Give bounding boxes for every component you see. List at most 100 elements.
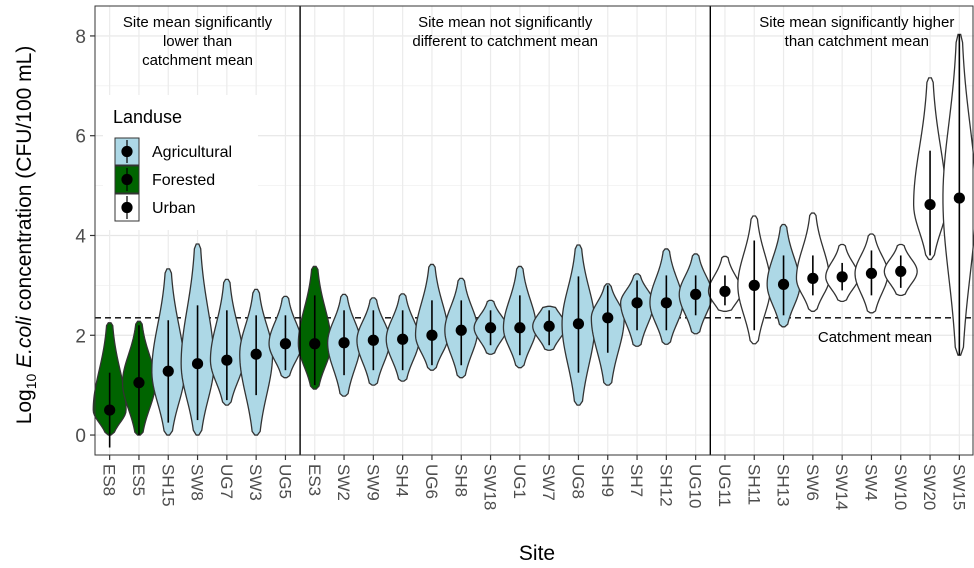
reference-line-layer: Catchment mean [95,317,974,346]
violin-es5 [121,320,156,436]
mean-point [807,272,819,284]
y-tick-label: 6 [75,127,86,148]
violin-sh11 [737,215,772,345]
violin-sh4 [385,293,420,382]
mean-point [162,365,174,377]
x-tick-label: UG1 [510,464,529,499]
violin-sw14 [825,243,860,302]
mean-point [455,324,467,336]
legend-key-point [121,173,133,186]
mean-point [221,354,233,366]
catchment-mean-label: Catchment mean [818,329,932,346]
mean-point [104,404,116,416]
legend-title: Landuse [113,107,182,127]
x-tick-label: UG5 [275,464,294,499]
violin-sh12 [649,248,684,345]
x-tick-label: SW18 [481,464,500,510]
legend-key-point [121,145,133,158]
y-tick-label: 0 [75,426,86,447]
violin-ug7 [209,278,244,406]
violin-ug5 [268,295,303,379]
y-axis-title-part: E.coli [13,315,36,368]
violin-sw9 [356,297,391,386]
mean-point [660,297,672,309]
mean-point [836,271,848,283]
x-tick-label: SH9 [598,464,617,497]
mean-point [572,318,585,330]
violin-sh15 [151,268,186,436]
y-axis-title-part: concentration (CFU/100 mL) [13,46,36,317]
mean-point [748,279,760,291]
violin-sh8 [444,277,479,379]
mean-point [279,338,292,350]
x-tick-label: SH4 [393,464,412,497]
violin-sw20 [912,77,948,261]
x-tick-label: SW15 [949,464,968,510]
mean-point [777,278,790,290]
x-tick-label: UG11 [715,464,734,507]
mean-point [953,192,965,204]
y-tick-label: 4 [75,226,86,247]
group-title: Site mean significantly lower than catchme… [123,14,273,69]
y-axis-title-part: Log [13,389,36,424]
violin-sw4 [854,233,889,314]
x-tick-label: SW9 [363,464,382,501]
group-title-line: catchment mean [142,52,253,69]
mean-point [719,285,731,297]
x-tick-label: SH15 [158,464,177,507]
x-tick-label: SH13 [774,464,793,507]
x-tick-label: SW3 [246,464,265,501]
mean-point [133,377,145,389]
violin-sw3 [239,288,274,436]
mean-point [338,337,350,349]
mean-point [690,288,702,300]
x-tick-label: SH11 [744,464,763,505]
mean-point [250,348,262,360]
y-axis-title-part: 10 [23,373,39,389]
y-tick-label: 2 [75,326,86,347]
mean-point [309,338,321,350]
x-tick-label: SH7 [627,464,646,497]
x-tick-label: UG10 [686,464,705,508]
violin-sh9 [590,283,625,386]
x-tick-label: SW4 [861,464,880,501]
group-title-line: Site mean not significantly [418,14,593,31]
mean-point [484,322,497,334]
mean-point [602,312,614,324]
mean-point [895,265,907,278]
violins [92,33,974,448]
violin-sw6 [795,212,830,312]
legend-label: Forested [152,172,215,189]
x-tick-label: SW8 [188,464,207,501]
mean-point [367,334,379,346]
legend-item-forested: Forested [114,165,215,194]
legend-key-point [121,201,133,214]
violin-sw10 [883,243,918,297]
mean-point [514,322,526,334]
group-title-line: lower than [163,33,232,50]
violin-sw8 [180,243,215,436]
violin-sw7 [532,305,567,351]
mean-point [191,358,204,370]
y-tick-label: 8 [75,27,86,48]
group-title-line: Site mean significantly [123,14,273,31]
violin-es8 [92,322,127,448]
x-tick-label: SW10 [891,464,910,510]
violin-sw15 [942,33,974,356]
legend-item-urban: Urban [114,193,196,222]
group-title: Site mean not significantly different to … [412,14,598,50]
x-tick-label: ES5 [129,464,148,496]
x-tick-label: SW14 [832,464,851,510]
group-separators [299,6,711,455]
mean-point [631,297,643,309]
violin-es3 [297,265,332,390]
panel-border [94,5,974,456]
legend-label: Agricultural [152,144,232,161]
legend-label: Urban [152,200,196,217]
x-tick-label: SW20 [920,464,939,510]
x-tick-label: UG6 [422,464,441,499]
violin-sw18 [473,299,508,355]
mean-point [924,198,936,211]
mean-point [865,267,878,280]
mean-point [543,320,555,332]
